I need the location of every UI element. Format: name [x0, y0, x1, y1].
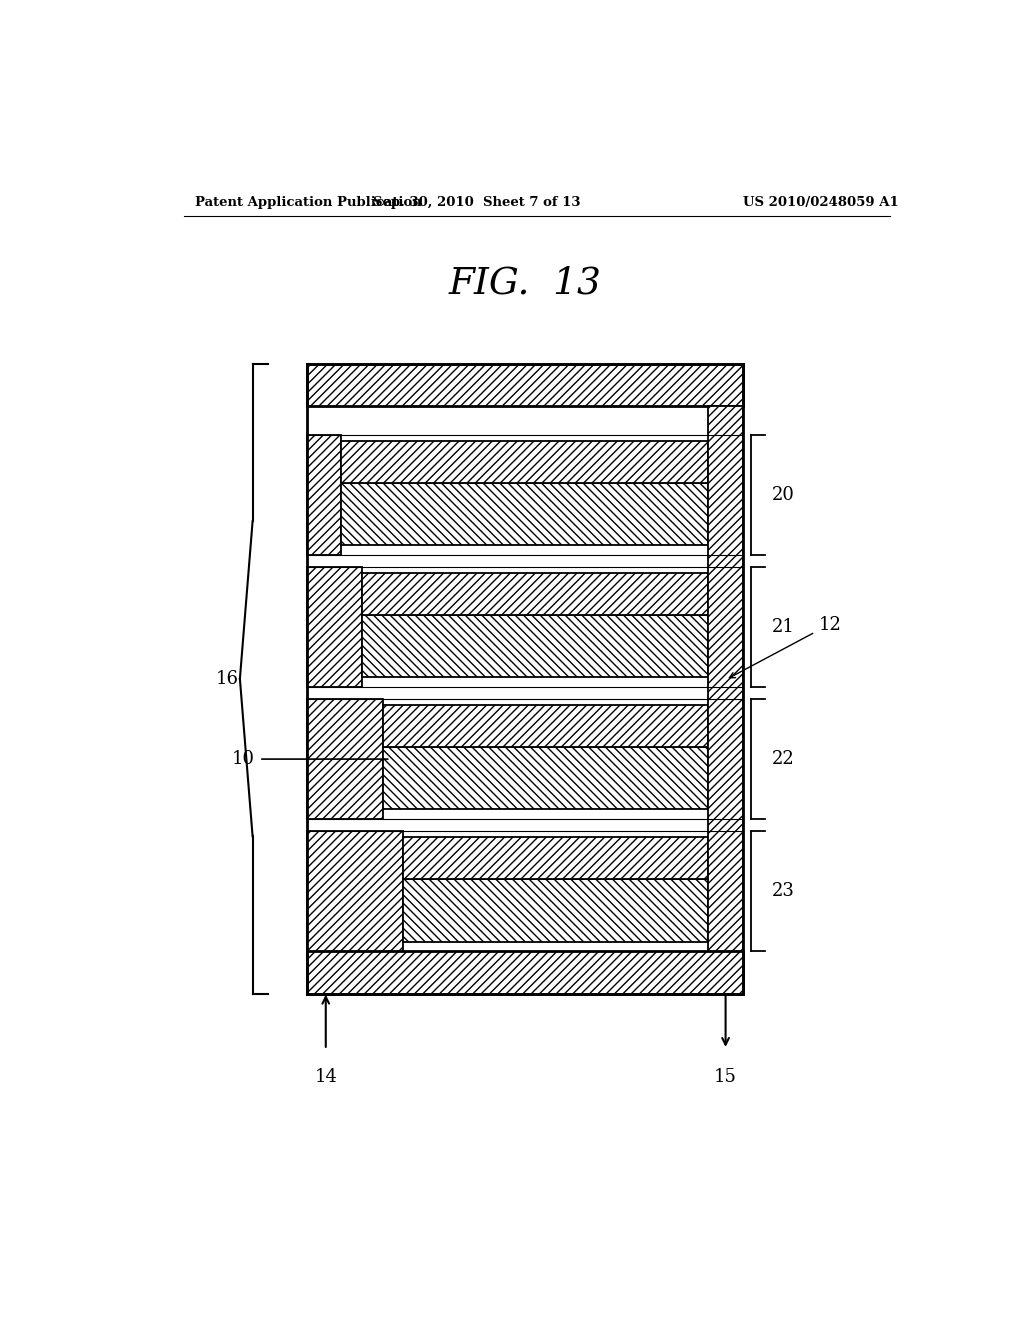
Bar	[403, 837, 709, 879]
Bar	[306, 568, 362, 686]
Text: Patent Application Publication: Patent Application Publication	[196, 195, 422, 209]
Bar	[306, 700, 383, 818]
Bar	[362, 573, 709, 615]
Bar	[306, 364, 743, 994]
Bar	[403, 879, 709, 941]
Text: 23: 23	[772, 882, 795, 900]
Bar	[341, 483, 709, 545]
Text: 12: 12	[819, 616, 842, 634]
Text: 15: 15	[714, 1068, 737, 1086]
Text: 14: 14	[314, 1068, 337, 1086]
Bar	[383, 705, 709, 747]
Text: FIG.  13: FIG. 13	[449, 265, 601, 301]
Text: 16: 16	[215, 669, 239, 688]
Bar	[306, 434, 341, 554]
Bar	[341, 441, 709, 483]
Bar	[306, 952, 743, 994]
Text: Sep. 30, 2010  Sheet 7 of 13: Sep. 30, 2010 Sheet 7 of 13	[374, 195, 581, 209]
Bar	[306, 364, 743, 407]
Text: 21: 21	[772, 618, 795, 636]
Bar	[362, 615, 709, 677]
Text: 20: 20	[772, 486, 795, 504]
Bar	[709, 407, 743, 952]
Text: 10: 10	[232, 750, 255, 768]
Bar	[306, 832, 403, 952]
Bar	[383, 747, 709, 809]
Text: US 2010/0248059 A1: US 2010/0248059 A1	[743, 195, 899, 209]
Text: 22: 22	[772, 750, 795, 768]
